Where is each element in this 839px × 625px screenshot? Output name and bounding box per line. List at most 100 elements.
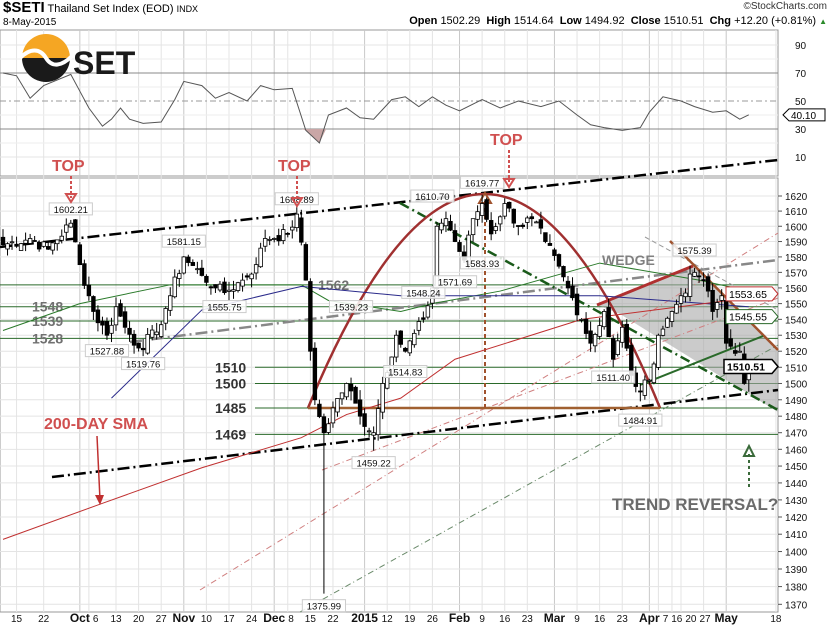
price-label: 1619.77 [465,178,499,189]
candle-body [163,308,168,324]
candle-body [344,383,349,398]
price-label: 1519.76 [126,360,160,371]
logo-text: SET [73,45,136,81]
candle-body [488,220,494,235]
candles [0,194,751,594]
candle-body [597,325,602,337]
candle-body [362,413,367,427]
candle-body [312,347,318,401]
candle-body [733,350,738,354]
y-tick-label: 1560 [785,284,808,295]
x-tick-label: 16 [594,614,606,625]
candle-body [620,326,625,343]
candle-body [91,296,96,312]
x-tick-label: 8 [288,614,294,625]
candle-body [475,211,480,220]
x-tick-label: 26 [427,614,439,625]
candle-body [642,379,648,396]
candle-body [601,311,607,328]
candle-body [570,285,575,299]
candle-body [452,230,458,242]
candle-body [583,318,589,334]
candle-body [525,217,530,223]
candle-body [217,283,223,291]
candle-body [348,383,354,392]
y-tick-label: 1380 [785,583,808,594]
candle-body [262,238,268,247]
candle-body [728,338,733,347]
candle-body [50,242,55,251]
candle-body [439,222,444,231]
candle-body [357,399,363,417]
candle-body [36,241,42,250]
candle-body [353,386,358,404]
candle-body [18,243,24,251]
candle-body [294,213,299,229]
candle-body [59,235,64,241]
candle-body [547,243,553,246]
x-tick-label: May [715,611,739,625]
candle-body [46,246,51,250]
y-tick-label: 1610 [785,207,808,218]
candle-body [95,309,101,324]
candle-body [172,276,177,298]
high-label: High [486,15,511,27]
price-label-box [161,234,206,248]
axes: 1620161016001590158015701560155015401530… [11,41,826,625]
candle-body [195,268,200,271]
wedge-upper-red-line [596,264,694,307]
high-value: 1514.64 [513,15,554,27]
candle-body [136,342,141,349]
x-tick-label: 23 [617,614,629,625]
price-label: 1555.75 [207,303,241,314]
x-tick-label: 27 [156,614,168,625]
candle-body [656,334,661,368]
price-label-box [383,365,428,379]
candle-body [705,276,711,292]
candle-body [14,243,19,247]
annotations: TOP TOP TOP 200-DAY SMA WEDGE TREND REVE… [44,132,778,514]
x-tick-label: Oct [70,611,90,625]
candle-body [678,295,684,304]
sma-arrow [96,435,101,501]
candle-body [290,226,295,231]
x-tick-label: 9 [479,614,485,625]
low-value: 1494.92 [584,15,625,27]
price-label-box [301,599,347,613]
candle-body [398,330,403,345]
candle-body [240,279,245,287]
support-level-label: 1510 [215,359,246,375]
candle-body [719,295,724,301]
ma50-value-tag-text: 1545.55 [729,312,767,324]
ma50-value-tag [725,309,779,325]
candle-body [579,318,584,321]
support-level-label: 1528 [32,330,63,346]
upper-channel-line [0,158,779,249]
candle-body [100,320,105,326]
price-label-box [618,413,663,427]
y-tick-label: 1620 [785,192,808,203]
candle-body [32,240,37,242]
candle-body [77,244,83,266]
candle-body [606,307,611,337]
support-level-label: 1500 [215,375,246,391]
candle-body [122,311,128,328]
price-label-box [410,189,455,203]
candle-body [158,324,164,337]
candle-body [701,279,706,282]
candle-body [696,275,702,278]
candle-body [308,281,313,352]
candle-body [82,263,87,286]
y-tick-label: 1460 [785,445,808,456]
rsi-value-tag [782,108,826,122]
top-annotation: TOP [490,132,523,149]
x-tick-label: Feb [449,611,470,625]
rsi-panel-frame [0,29,779,177]
x-tick-label: 12 [382,614,394,625]
y-tick-label: 1530 [785,331,808,342]
candle-body [543,232,548,242]
low-label: Low [559,15,582,27]
candle-body [86,284,92,297]
last-close-tag-text: 1510.51 [727,361,765,373]
candle-body [552,249,557,256]
